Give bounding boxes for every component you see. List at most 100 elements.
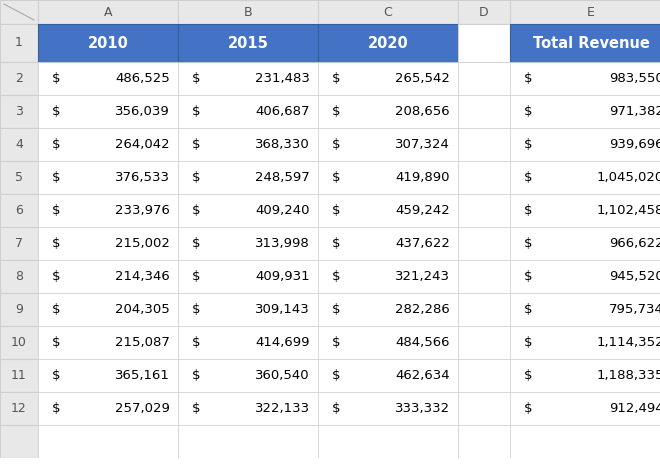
Bar xyxy=(178,425,318,458)
Bar xyxy=(318,128,458,161)
Text: 9: 9 xyxy=(15,303,23,316)
Text: 257,029: 257,029 xyxy=(115,402,170,415)
Text: 214,346: 214,346 xyxy=(115,270,170,283)
Text: 484,566: 484,566 xyxy=(395,336,450,349)
Text: 11: 11 xyxy=(11,369,27,382)
Text: 486,525: 486,525 xyxy=(115,72,170,85)
Text: $: $ xyxy=(52,105,61,118)
Text: 365,161: 365,161 xyxy=(115,369,170,382)
Bar xyxy=(0,24,38,62)
Text: 945,520: 945,520 xyxy=(609,270,660,283)
Text: 462,634: 462,634 xyxy=(395,369,450,382)
Bar xyxy=(178,0,318,24)
Text: $: $ xyxy=(524,204,533,217)
Bar xyxy=(318,95,458,128)
Text: $: $ xyxy=(332,402,341,415)
Text: 12: 12 xyxy=(11,402,27,415)
Text: 307,324: 307,324 xyxy=(395,138,450,151)
Text: 360,540: 360,540 xyxy=(255,369,310,382)
Text: 983,550: 983,550 xyxy=(609,72,660,85)
Bar xyxy=(178,62,318,95)
Bar xyxy=(178,392,318,425)
Text: $: $ xyxy=(52,138,61,151)
Text: $: $ xyxy=(192,270,201,283)
Bar xyxy=(458,359,510,392)
Text: 322,133: 322,133 xyxy=(255,402,310,415)
Text: $: $ xyxy=(332,204,341,217)
Bar xyxy=(0,326,38,359)
Text: 6: 6 xyxy=(15,204,23,217)
Bar xyxy=(510,161,660,194)
Text: C: C xyxy=(383,6,393,19)
Text: $: $ xyxy=(192,369,201,382)
Text: 248,597: 248,597 xyxy=(255,171,310,184)
Bar xyxy=(318,260,458,293)
Text: $: $ xyxy=(192,336,201,349)
Bar xyxy=(38,194,178,227)
Bar xyxy=(458,62,510,95)
Text: $: $ xyxy=(524,105,533,118)
Text: 409,240: 409,240 xyxy=(255,204,310,217)
Bar xyxy=(510,95,660,128)
Bar xyxy=(178,326,318,359)
Bar xyxy=(318,359,458,392)
Bar xyxy=(318,392,458,425)
Text: $: $ xyxy=(332,336,341,349)
Text: 2: 2 xyxy=(15,72,23,85)
Bar xyxy=(0,425,38,458)
Text: 419,890: 419,890 xyxy=(395,171,450,184)
Bar xyxy=(0,95,38,128)
Bar xyxy=(38,326,178,359)
Bar xyxy=(0,194,38,227)
Text: 215,087: 215,087 xyxy=(115,336,170,349)
Text: $: $ xyxy=(332,105,341,118)
Bar xyxy=(38,293,178,326)
Text: 1: 1 xyxy=(15,36,23,50)
Text: $: $ xyxy=(332,171,341,184)
Bar xyxy=(38,260,178,293)
Bar xyxy=(0,62,38,95)
Text: 939,696: 939,696 xyxy=(609,138,660,151)
Bar xyxy=(0,227,38,260)
Bar xyxy=(38,425,178,458)
Text: $: $ xyxy=(524,303,533,316)
Text: $: $ xyxy=(192,303,201,316)
Bar xyxy=(510,359,660,392)
Bar xyxy=(458,24,510,62)
Text: 414,699: 414,699 xyxy=(255,336,310,349)
Text: 1,188,335: 1,188,335 xyxy=(597,369,660,382)
Bar xyxy=(38,359,178,392)
Text: Total Revenue: Total Revenue xyxy=(533,35,649,50)
Bar xyxy=(38,24,178,62)
Bar xyxy=(510,326,660,359)
Bar xyxy=(318,62,458,95)
Bar xyxy=(38,392,178,425)
Bar xyxy=(38,227,178,260)
Text: 406,687: 406,687 xyxy=(255,105,310,118)
Bar xyxy=(178,161,318,194)
Text: $: $ xyxy=(52,303,61,316)
Text: $: $ xyxy=(52,402,61,415)
Bar xyxy=(510,62,660,95)
Bar xyxy=(318,227,458,260)
Bar xyxy=(0,293,38,326)
Text: 795,734: 795,734 xyxy=(609,303,660,316)
Text: $: $ xyxy=(52,270,61,283)
Text: $: $ xyxy=(192,138,201,151)
Text: 409,931: 409,931 xyxy=(255,270,310,283)
Text: 7: 7 xyxy=(15,237,23,250)
Text: $: $ xyxy=(332,270,341,283)
Text: 1,114,352: 1,114,352 xyxy=(597,336,660,349)
Text: B: B xyxy=(244,6,252,19)
Text: $: $ xyxy=(524,138,533,151)
Bar xyxy=(458,326,510,359)
Bar xyxy=(510,194,660,227)
Bar xyxy=(510,0,660,24)
Text: 215,002: 215,002 xyxy=(115,237,170,250)
Text: 208,656: 208,656 xyxy=(395,105,450,118)
Text: 2010: 2010 xyxy=(88,35,129,50)
Text: 1,045,020: 1,045,020 xyxy=(597,171,660,184)
Text: 966,622: 966,622 xyxy=(609,237,660,250)
Text: 313,998: 313,998 xyxy=(255,237,310,250)
Bar xyxy=(178,359,318,392)
